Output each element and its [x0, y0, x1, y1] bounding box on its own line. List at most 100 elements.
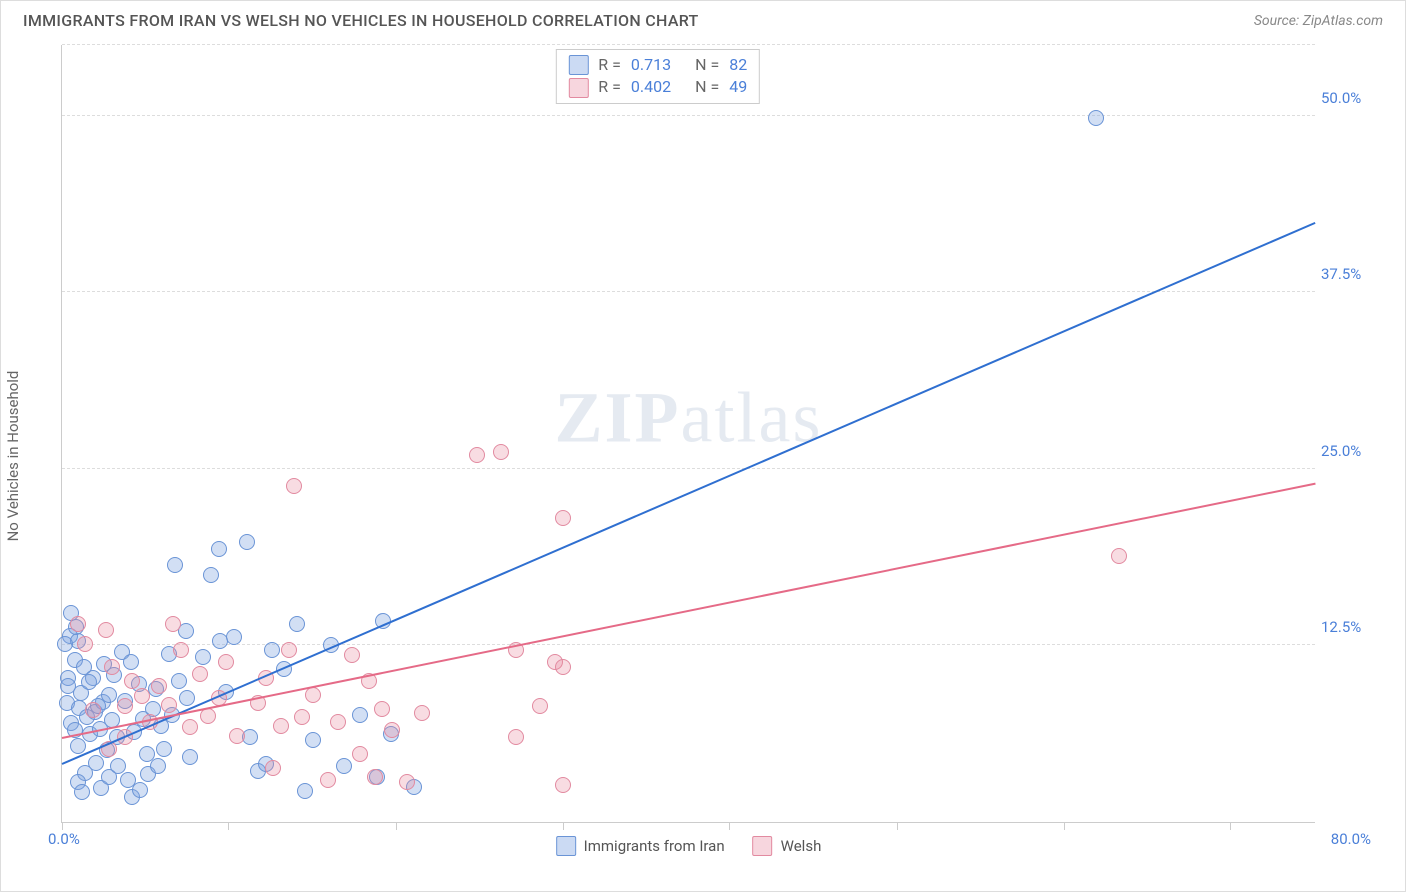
gridline-h — [62, 468, 1315, 469]
data-point-a — [179, 690, 195, 706]
legend-item-a: Immigrants from Iran — [556, 836, 725, 856]
data-point-b — [104, 659, 120, 675]
data-point-a — [289, 616, 305, 632]
y-tick-label: 12.5% — [1321, 618, 1377, 636]
data-point-b — [352, 746, 368, 762]
chart-area: No Vehicles in Household ZIPatlas 0.0% 8… — [23, 43, 1383, 869]
R-value-b: 0.402 — [631, 76, 671, 98]
data-point-a — [195, 649, 211, 665]
data-point-b — [273, 718, 289, 734]
N-value-b: 49 — [729, 76, 747, 98]
data-point-b — [173, 642, 189, 658]
data-point-b — [367, 769, 383, 785]
data-point-b — [281, 642, 297, 658]
data-point-a — [110, 758, 126, 774]
data-point-b — [555, 659, 571, 675]
y-tick-label: 25.0% — [1321, 442, 1377, 460]
data-point-a — [156, 741, 172, 757]
data-point-b — [1111, 548, 1127, 564]
data-point-b — [384, 722, 400, 738]
data-point-a — [297, 783, 313, 799]
plot-area: ZIPatlas 0.0% 80.0% R = 0.713 N = 82 R =… — [61, 45, 1315, 823]
x-tick — [563, 822, 564, 830]
data-point-b — [161, 697, 177, 713]
data-point-b — [229, 728, 245, 744]
x-tick — [396, 822, 397, 830]
x-tick — [1064, 822, 1065, 830]
data-point-b — [493, 444, 509, 460]
y-axis-label: No Vehicles in Household — [4, 371, 22, 542]
data-point-a — [167, 557, 183, 573]
regression-line-b — [62, 483, 1315, 739]
data-point-b — [124, 673, 140, 689]
correlation-legend: R = 0.713 N = 82 R = 0.402 N = 49 — [555, 49, 760, 104]
data-point-a — [182, 749, 198, 765]
x-axis-max-label: 80.0% — [1331, 830, 1371, 848]
legend-row-b: R = 0.402 N = 49 — [568, 76, 747, 98]
source-attribution: Source: ZipAtlas.com — [1254, 13, 1383, 29]
data-point-b — [414, 705, 430, 721]
data-point-b — [165, 616, 181, 632]
data-point-b — [555, 510, 571, 526]
data-point-a — [239, 534, 255, 550]
data-point-b — [286, 478, 302, 494]
series-legend: Immigrants from Iran Welsh — [556, 836, 822, 856]
data-point-a — [211, 541, 227, 557]
data-point-b — [85, 702, 101, 718]
swatch-series-a — [568, 55, 588, 75]
x-tick — [729, 822, 730, 830]
legend-item-b: Welsh — [753, 836, 822, 856]
swatch-series-b — [568, 78, 588, 98]
data-point-b — [265, 760, 281, 776]
chart-container: IMMIGRANTS FROM IRAN VS WELSH NO VEHICLE… — [0, 0, 1406, 892]
y-tick-label: 37.5% — [1321, 265, 1377, 283]
data-point-b — [469, 447, 485, 463]
R-label: R = — [598, 76, 621, 98]
data-point-a — [150, 758, 166, 774]
data-point-b — [192, 666, 208, 682]
x-tick — [897, 822, 898, 830]
swatch-b-icon — [753, 836, 773, 856]
data-point-b — [151, 678, 167, 694]
series-b-label: Welsh — [781, 837, 822, 855]
data-point-a — [171, 673, 187, 689]
data-point-b — [77, 636, 93, 652]
data-point-b — [330, 714, 346, 730]
y-tick-label: 50.0% — [1321, 89, 1377, 107]
data-point-a — [57, 636, 73, 652]
N-label: N = — [695, 76, 719, 98]
data-point-a — [264, 642, 280, 658]
data-point-b — [508, 729, 524, 745]
data-point-b — [70, 616, 86, 632]
data-point-b — [98, 622, 114, 638]
data-point-b — [399, 774, 415, 790]
x-tick — [228, 822, 229, 830]
data-point-b — [134, 688, 150, 704]
data-point-b — [294, 709, 310, 725]
data-point-a — [123, 654, 139, 670]
data-point-a — [74, 784, 90, 800]
R-label: R = — [598, 54, 621, 76]
x-axis-min-label: 0.0% — [48, 830, 80, 848]
gridline-h — [62, 291, 1315, 292]
data-point-b — [374, 701, 390, 717]
series-a-label: Immigrants from Iran — [584, 837, 725, 855]
data-point-b — [320, 772, 336, 788]
data-point-a — [1088, 110, 1104, 126]
x-tick — [1230, 822, 1231, 830]
data-point-b — [532, 698, 548, 714]
data-point-a — [203, 567, 219, 583]
watermark: ZIPatlas — [555, 376, 823, 459]
N-value-a: 82 — [729, 54, 747, 76]
N-label: N = — [695, 54, 719, 76]
watermark-zip: ZIP — [555, 377, 681, 457]
data-point-a — [336, 758, 352, 774]
data-point-a — [352, 707, 368, 723]
data-point-b — [555, 777, 571, 793]
chart-title: IMMIGRANTS FROM IRAN VS WELSH NO VEHICLE… — [23, 11, 699, 30]
gridline-h — [62, 115, 1315, 116]
header: IMMIGRANTS FROM IRAN VS WELSH NO VEHICLE… — [1, 1, 1405, 36]
data-point-b — [218, 654, 234, 670]
data-point-b — [117, 698, 133, 714]
data-point-a — [226, 629, 242, 645]
